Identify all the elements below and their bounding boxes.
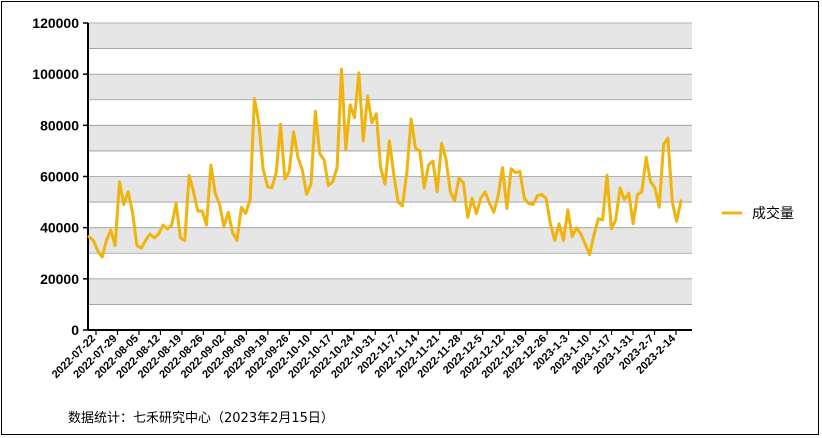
series-layer	[87, 67, 683, 259]
y-tick-label: 20000	[40, 271, 79, 287]
gridlines	[88, 22, 692, 305]
grid-band	[88, 74, 692, 100]
y-tick-label: 80000	[40, 117, 79, 133]
y-tick-label: 120000	[32, 15, 79, 31]
legend: 成交量	[722, 205, 794, 222]
x-axis-ticks: 2022-07-222022-07-292022-08-052022-08-12…	[50, 330, 679, 381]
y-axis-ticks: 0 20000 40000 60000 80000 100000 120000	[32, 15, 88, 338]
y-tick-label: 60000	[40, 169, 79, 185]
source-note: 数据统计：七禾研究中心（2023年2月15日）	[68, 411, 334, 426]
plot-background-bands	[88, 23, 692, 305]
legend-label: 成交量	[752, 205, 794, 222]
y-tick-label: 100000	[32, 66, 79, 82]
y-tick-label: 0	[71, 322, 79, 338]
grid-band	[88, 278, 692, 305]
grid-band	[88, 23, 692, 49]
grid-band	[88, 176, 692, 203]
series-line	[87, 67, 683, 259]
y-tick-label: 40000	[40, 220, 79, 236]
